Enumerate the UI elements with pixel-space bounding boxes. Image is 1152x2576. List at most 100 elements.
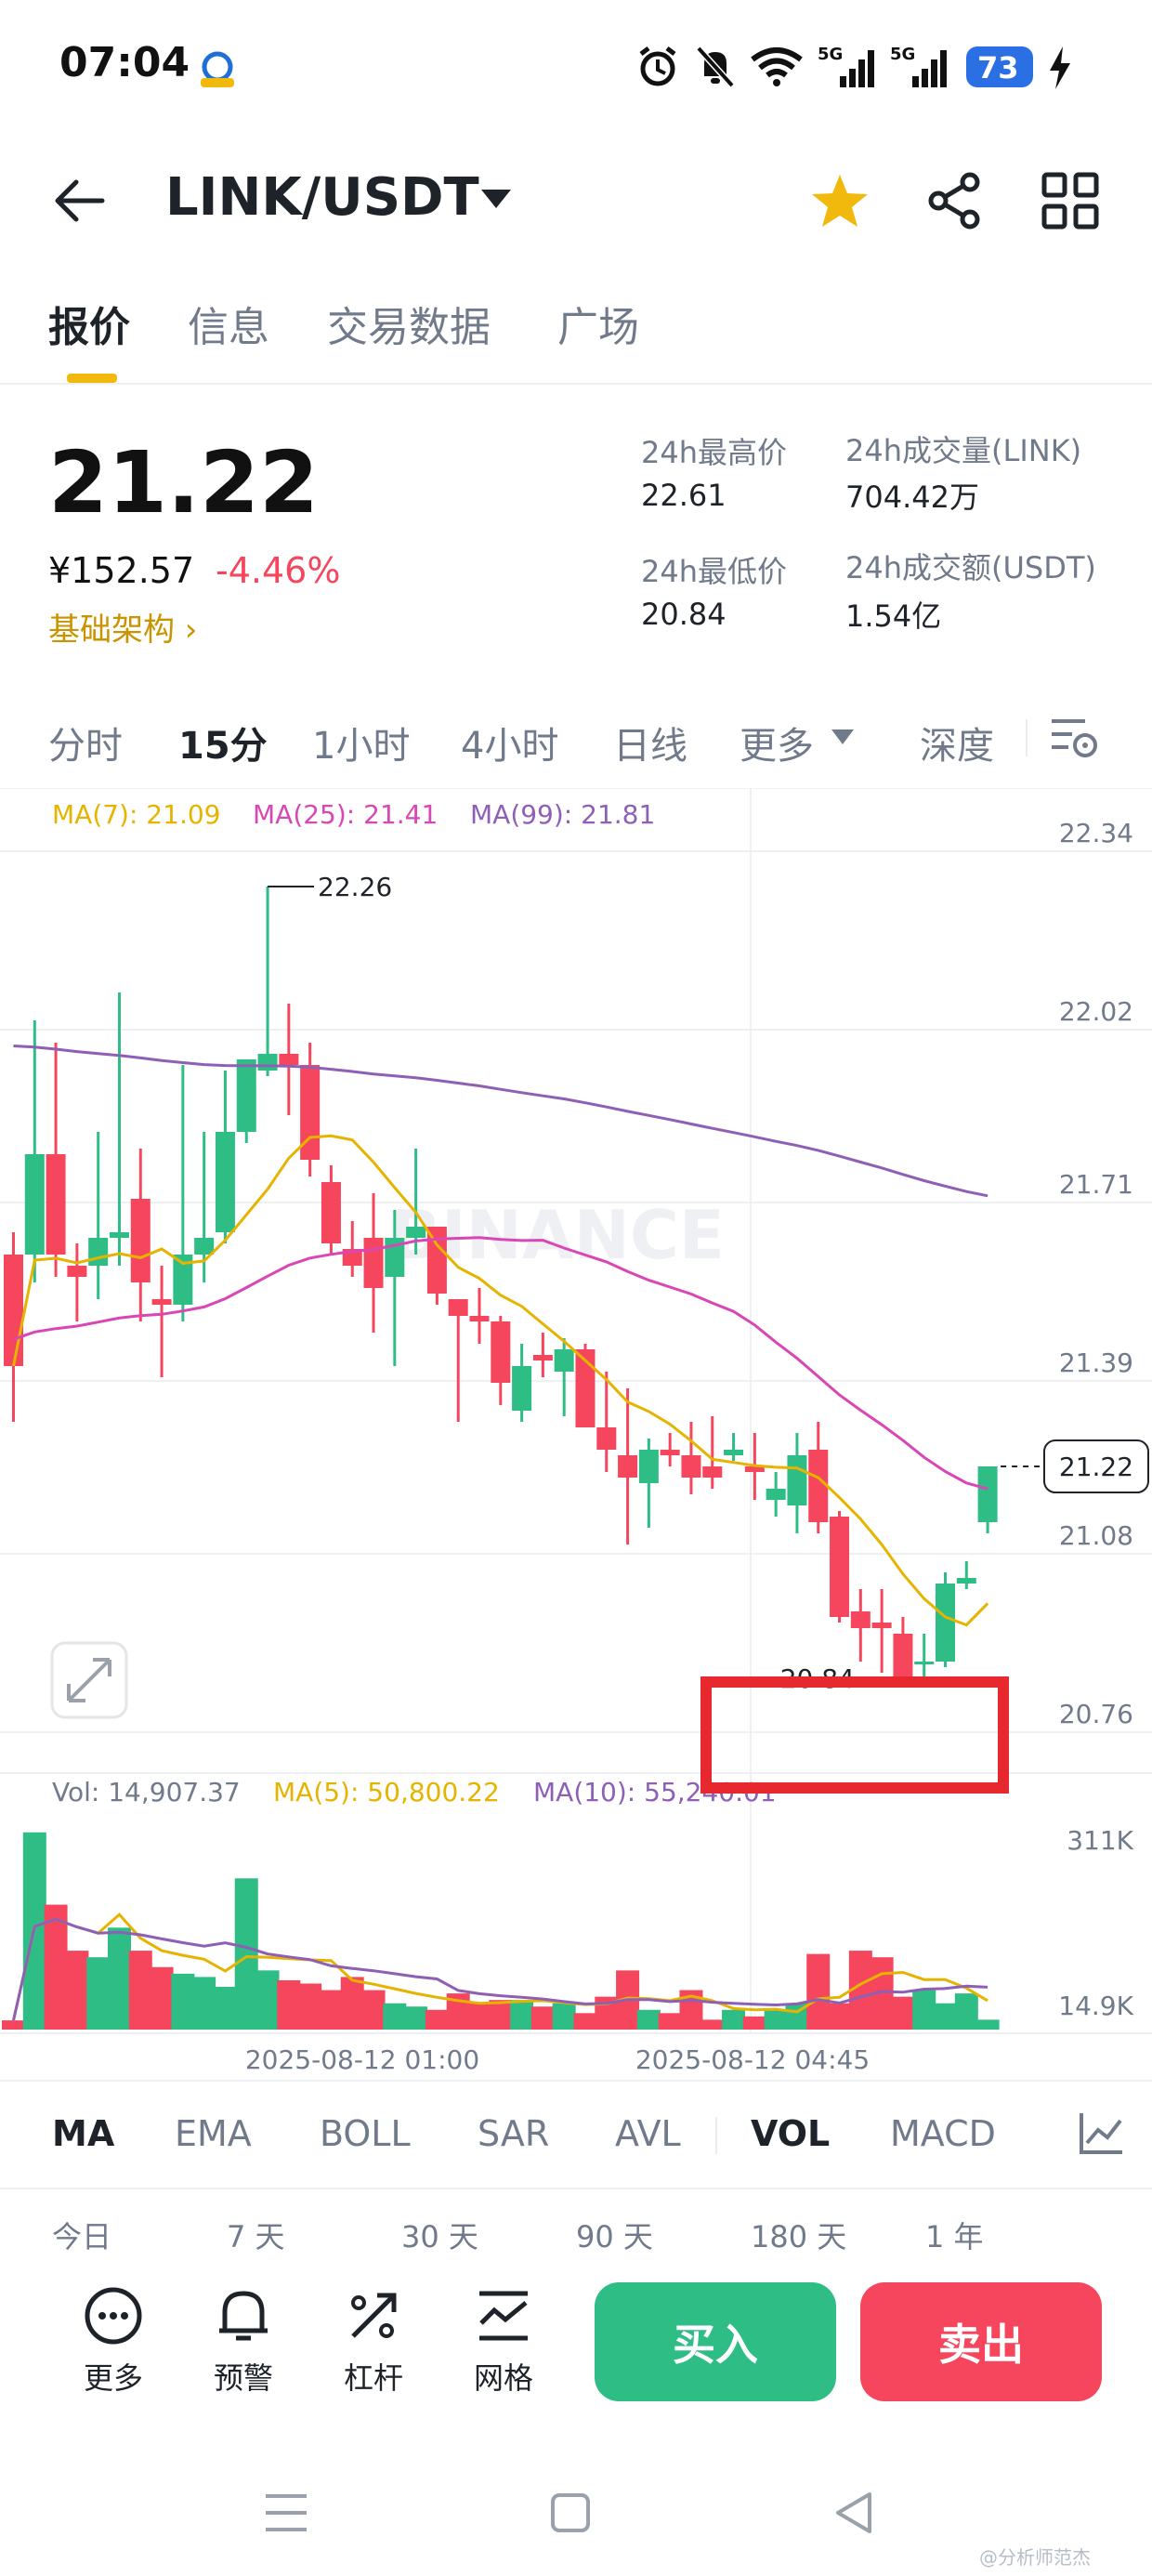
ma7-legend: MA(7): 21.09 [52, 799, 220, 830]
interval-15m[interactable]: 15分 [178, 725, 268, 768]
volume-bar [255, 1970, 280, 2030]
candle [830, 1511, 850, 1623]
ma-lines [12, 1045, 989, 1627]
battery-icon: 73 [966, 46, 1033, 87]
candle [469, 1288, 490, 1344]
grid-action[interactable]: 网格 [457, 2286, 550, 2398]
range-7d[interactable]: 7 天 [227, 2219, 285, 2254]
system-nav-bar [0, 2453, 1152, 2576]
indicator-settings-icon[interactable] [1078, 2109, 1126, 2158]
range-30d[interactable]: 30 天 [401, 2219, 478, 2254]
alert-action[interactable]: 预警 [197, 2286, 290, 2398]
svg-text:5G: 5G [890, 45, 915, 64]
kline-chart[interactable]: BINANCE 22.3422.0221.7121.3921.0820.7631… [0, 788, 1152, 2082]
candle [24, 1020, 45, 1282]
volume-bar [467, 2003, 491, 2030]
candle [532, 1333, 553, 1377]
volume-bar [425, 2009, 449, 2030]
back-nav-icon[interactable] [832, 2491, 873, 2535]
grid-layout-icon[interactable] [1041, 171, 1100, 230]
battery-level: 73 [977, 50, 1019, 85]
tab-square[interactable]: 广场 [557, 304, 639, 351]
low-highlight-box [700, 1676, 1009, 1794]
y-tick-label: 22.34 [1059, 818, 1133, 848]
category-tag[interactable]: 基础架构 › [48, 611, 198, 649]
chart-settings-icon[interactable] [1048, 714, 1100, 762]
candle [575, 1344, 596, 1427]
volume-bar [107, 1927, 131, 2030]
leverage-action[interactable]: 杠杆 [327, 2286, 420, 2398]
candle [936, 1572, 956, 1667]
volume-bar [2, 2020, 25, 2030]
candle [618, 1388, 638, 1544]
alert-label: 预警 [213, 2360, 273, 2396]
range-90d[interactable]: 90 天 [576, 2219, 653, 2254]
indicator-ema[interactable]: EMA [175, 2113, 252, 2154]
home-nav-icon[interactable] [550, 2492, 591, 2533]
volume-bar [975, 2019, 1000, 2030]
range-180d[interactable]: 180 天 [751, 2219, 847, 2254]
sell-button[interactable]: 卖出 [860, 2282, 1102, 2401]
interval-1d[interactable]: 日线 [613, 725, 687, 768]
interval-more[interactable]: 更多 [740, 725, 814, 768]
tab-quote[interactable]: 报价 [48, 304, 130, 351]
volume-bar [934, 2003, 958, 2030]
divider [715, 2117, 717, 2154]
volume-bar [722, 2009, 746, 2030]
tab-trading-data[interactable]: 交易数据 [327, 304, 491, 351]
caret-down-icon[interactable] [479, 188, 513, 210]
high-value: 22.61 [641, 478, 727, 513]
indicator-ma[interactable]: MA [52, 2113, 115, 2154]
candle [554, 1338, 574, 1416]
interval-line[interactable]: 分时 [48, 725, 123, 768]
volume-bar [340, 1977, 364, 2030]
ma99-legend: MA(99): 21.81 [470, 799, 655, 830]
candle [871, 1589, 892, 1673]
mute-bell-icon [696, 46, 735, 88]
volume-bar [510, 2000, 534, 2030]
low-value: 20.84 [641, 597, 727, 632]
candle [850, 1589, 871, 1662]
ma99-line [13, 1045, 988, 1198]
volume-bar [128, 1951, 152, 2030]
interval-4h[interactable]: 4小时 [461, 725, 559, 768]
volume-bar [44, 1904, 68, 2030]
interval-1h[interactable]: 1小时 [312, 725, 411, 768]
candle [512, 1344, 532, 1422]
more-caret-icon[interactable] [831, 729, 855, 745]
volume-bar [489, 2000, 513, 2030]
alarm-icon [639, 46, 676, 86]
indicator-vol[interactable]: VOL [751, 2113, 831, 2154]
candle [300, 1043, 321, 1176]
volume-bar [700, 2019, 725, 2030]
fullscreen-icon[interactable] [50, 1641, 128, 1719]
candle [88, 1132, 109, 1299]
indicator-sar[interactable]: SAR [478, 2113, 550, 2154]
volume-ma-lines [12, 1912, 988, 2021]
range-today[interactable]: 今日 [52, 2219, 112, 2254]
candle [491, 1316, 511, 1405]
more-action[interactable]: 更多 [67, 2286, 160, 2398]
indicator-avl[interactable]: AVL [615, 2113, 681, 2154]
vol-ma5-line [12, 1912, 988, 2021]
candle [681, 1422, 701, 1494]
share-icon[interactable] [925, 171, 985, 230]
volume-label: 24h成交量(LINK) [845, 433, 1082, 468]
back-arrow-icon[interactable] [52, 173, 108, 229]
candle [702, 1416, 723, 1489]
interval-depth[interactable]: 深度 [920, 725, 994, 768]
y-tick-label: 20.76 [1059, 1699, 1133, 1729]
range-1y[interactable]: 1 年 [925, 2219, 984, 2254]
last-price-tag: 21.22 [1043, 1439, 1149, 1493]
candle [342, 1221, 362, 1277]
favorite-star-icon[interactable] [810, 171, 870, 230]
svg-text:5G: 5G [818, 45, 843, 64]
candle [893, 1617, 913, 1678]
trading-pair-title[interactable]: LINK/USDT [165, 167, 479, 228]
indicator-macd[interactable]: MACD [890, 2113, 996, 2154]
buy-button[interactable]: 买入 [595, 2282, 836, 2401]
tab-info[interactable]: 信息 [188, 304, 269, 351]
indicator-boll[interactable]: BOLL [320, 2113, 411, 2154]
menu-nav-icon[interactable] [264, 2492, 308, 2533]
vol-ma10-line [12, 1917, 988, 2021]
